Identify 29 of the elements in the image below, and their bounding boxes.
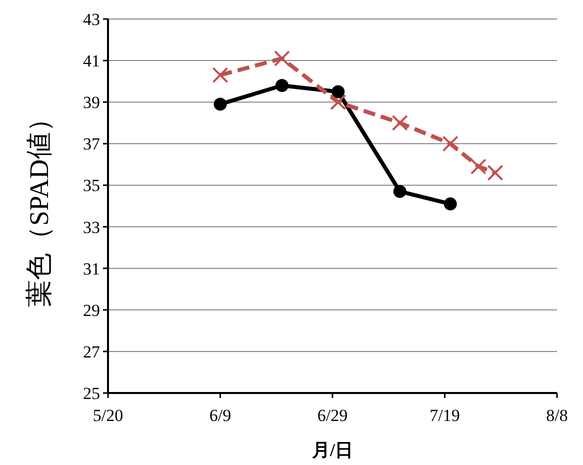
point [214, 98, 227, 111]
y-tick-label: 27 [83, 342, 100, 362]
y-tick-label: 37 [83, 134, 100, 154]
point [444, 197, 457, 210]
x-tick-label: 6/9 [209, 406, 232, 425]
point [392, 114, 408, 131]
x-tick-label: 5/20 [92, 406, 124, 425]
y-tick-label: 39 [83, 93, 100, 112]
point [470, 158, 486, 175]
x-tick-label: 7/19 [430, 406, 460, 425]
y-tick-label: 33 [83, 218, 100, 237]
x-tick-label: 8/8 [546, 406, 568, 425]
x-axis-title: 月/日 [310, 440, 354, 460]
point [212, 67, 228, 84]
point [274, 50, 290, 66]
point [330, 94, 346, 110]
y-axis-title: 葉色（SPAD値） [24, 105, 54, 307]
y-tick-label: 41 [83, 52, 100, 71]
y-tick-label: 25 [83, 384, 100, 403]
point [442, 136, 458, 152]
y-tick-label: 31 [83, 259, 100, 278]
x-tick-label: 6/29 [317, 406, 348, 425]
y-tick-label: 29 [83, 300, 100, 320]
point [332, 85, 345, 98]
y-tick-label: 43 [83, 10, 100, 29]
point [275, 78, 288, 92]
point [393, 184, 406, 198]
point [487, 164, 504, 181]
y-tick-label: 35 [83, 176, 100, 196]
